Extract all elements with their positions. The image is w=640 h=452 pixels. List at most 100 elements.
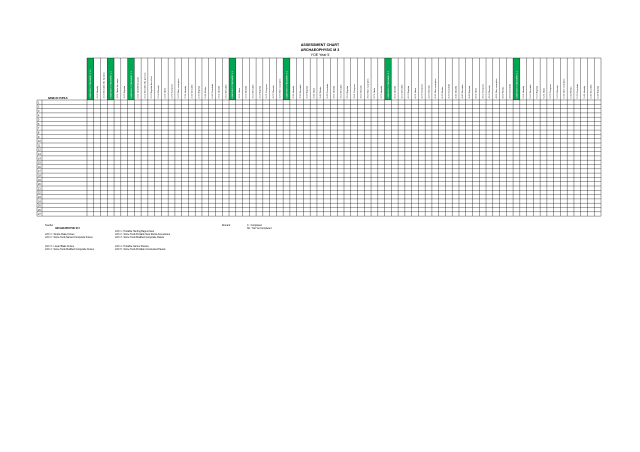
column-header-label: 2.2.3 Give examples bbox=[178, 78, 180, 99]
column-header-label: 2.5.2 Describe bbox=[224, 84, 227, 99]
column-header-label: 4.5.3 Classify bbox=[489, 84, 491, 98]
column-header-label: 2.3.3 Explain bbox=[198, 85, 200, 98]
row-number: 13 bbox=[38, 153, 41, 156]
row-number: 21 bbox=[38, 187, 41, 190]
column-header-label: 3.7.2 Identify bbox=[380, 85, 383, 98]
column-header-label: LEARNING STANDARD 3.1 bbox=[231, 70, 234, 98]
legend-mid-3: LOC 3 : Stone Tools Modified Composite P… bbox=[115, 237, 165, 239]
column-header-label: 2.3.2 Describe bbox=[191, 84, 194, 99]
column-header-label: 2.4.2 Conclude bbox=[212, 83, 214, 98]
legend-mid-5: LOC 5 : Stone Tools Portable Constructed… bbox=[115, 249, 166, 251]
column-header-label: 3.1.3 Describe bbox=[251, 84, 254, 99]
column-header-label: 2.2.2 Compare bbox=[170, 83, 173, 98]
column-header-label: 5.1.2 Describe bbox=[529, 84, 532, 99]
column-header-label: 3.5.3 Explain bbox=[347, 85, 349, 98]
column-header-label: LEARNING STANDARD 5.1 bbox=[515, 70, 518, 98]
column-header-label: 4.3.3 Conclude bbox=[449, 83, 451, 98]
column-header-label: 3.6.2 Classify bbox=[361, 84, 363, 98]
column-header-label: 5.1.1 Identify bbox=[522, 85, 525, 98]
row-number: 14 bbox=[38, 157, 41, 160]
row-number: 24 bbox=[38, 200, 41, 203]
column-header-label: 4.3.2 Relate bbox=[441, 86, 444, 99]
row-number: 18 bbox=[38, 175, 41, 178]
column-header-label: 3.3.3 Explain bbox=[307, 85, 309, 98]
row-number: 12 bbox=[38, 149, 41, 152]
column-header-label: 5.4.2 Describe bbox=[590, 84, 593, 99]
legend-left-3: LOC 3 : Linear Blade Knives bbox=[45, 246, 74, 248]
row-number: 2 bbox=[38, 106, 40, 109]
column-header-label: 4.1.2 Describe bbox=[400, 84, 403, 99]
header-highlight-cell bbox=[513, 58, 520, 100]
column-header-label: 5.4.1 Identify bbox=[583, 85, 586, 98]
column-header-label: 3.2.3 Give examples bbox=[280, 78, 282, 99]
row-number: 6 bbox=[38, 123, 40, 126]
column-header-label: LEARNING STANDARD 2.1 bbox=[130, 70, 133, 98]
header-highlight-cell bbox=[87, 58, 94, 100]
row-number: 22 bbox=[38, 192, 41, 195]
column-header-label: 2.1.4 Classify bbox=[158, 84, 160, 98]
column-header-label: 4.4.1 Identify bbox=[454, 85, 457, 98]
column-header-label: 5.3.3 Conclude bbox=[577, 83, 579, 98]
column-header-label: 4.2.2 Compare bbox=[421, 83, 424, 98]
column-header-label: 2.5.1 Identify bbox=[218, 85, 221, 98]
column-header-label: 3.6.1 Compare bbox=[353, 83, 356, 98]
column-header-label: 3.5.2 Describe bbox=[339, 84, 342, 99]
grid-lines bbox=[36, 57, 602, 217]
column-header-label: 3.2.2 Classify bbox=[273, 84, 275, 98]
chart-subtitle-2: YOE Year 5 bbox=[310, 53, 330, 57]
legend-left-1: LOC 1 : Simple Flake Knives bbox=[45, 234, 75, 236]
column-header-label: 2.1.1 Identify the parts bbox=[137, 76, 140, 99]
column-header-label: 3.4.2 Relate bbox=[319, 86, 322, 99]
column-header-label: 2.4.1 Relate bbox=[204, 86, 207, 99]
column-header-label: 4.5.1 State bbox=[475, 87, 478, 98]
column-header-label: 4.6.1 Give examples bbox=[496, 78, 498, 99]
row-number: 1 bbox=[38, 101, 40, 104]
row-number: 5 bbox=[38, 119, 40, 122]
column-header-label: 1.1.2 Identify bbox=[96, 85, 99, 98]
column-header-label: 3.4.1 State bbox=[312, 87, 315, 98]
column-header-label: 5.3.1 Give examples bbox=[564, 78, 566, 99]
header-highlight-cell bbox=[127, 58, 135, 100]
header-highlight-cell bbox=[107, 58, 115, 100]
column-header-label: 1.2.1 State the ways bbox=[116, 78, 119, 99]
row-number: 15 bbox=[38, 162, 41, 165]
column-header-label: 5.4.3 Explain bbox=[597, 85, 599, 98]
column-header-label: 3.3.2 Describe bbox=[299, 84, 302, 99]
column-header-label: 5.2.1 State bbox=[542, 87, 545, 98]
column-header-label: 3.6.3 Give examples bbox=[367, 78, 369, 99]
remark-label: Remark : bbox=[222, 225, 232, 227]
column-header-label: 4.2.3 Classify bbox=[428, 84, 430, 98]
chart-title: ASSESSMENT CHART bbox=[300, 43, 340, 47]
column-header-label: 2.1.3 Explain the effect bbox=[150, 76, 153, 99]
column-header-label: 3.1.2 Identify bbox=[245, 85, 248, 98]
column-header-label: 3.3.1 Identify bbox=[292, 85, 295, 98]
column-header-label: 2.3.1 Identify bbox=[184, 85, 187, 98]
row-number: 25 bbox=[38, 205, 41, 208]
row-number: 20 bbox=[38, 183, 41, 186]
header-highlight-cell bbox=[283, 58, 290, 100]
column-header-label: 4.6.3 Conclude bbox=[509, 83, 511, 98]
row-number: 7 bbox=[38, 127, 40, 130]
archaeophysic-label: ARCHAEOPHYSIC M 3 bbox=[55, 228, 80, 230]
header-highlight-cell bbox=[229, 58, 236, 100]
column-header-label: 4.3.1 Give examples bbox=[435, 78, 437, 99]
column-header-label: 3.1.4 Explain bbox=[259, 85, 261, 98]
remark-line-2: NC : Not Yet Completed bbox=[247, 228, 272, 230]
column-header-label: 4.4.3 Explain bbox=[469, 85, 471, 98]
column-header-label: 3.4.3 Conclude bbox=[327, 83, 329, 98]
column-header-label: 4.4.2 Describe bbox=[461, 84, 464, 99]
row-number: 3 bbox=[38, 110, 40, 113]
column-header-label: 4.2.1 State bbox=[414, 87, 417, 98]
legend-left-4: LOC 4 : Stone Tools Modified Composite K… bbox=[45, 249, 94, 251]
row-number: 9 bbox=[38, 136, 40, 139]
legend-left-2: LOC 2 : Stone Tools Named Composite Kniv… bbox=[45, 237, 93, 239]
column-header-label: 4.1.3 Explain bbox=[408, 85, 410, 98]
column-header-label: LEARNING STANDARD 1.2 bbox=[109, 70, 112, 98]
row-number: 10 bbox=[38, 140, 41, 143]
row-number: 27 bbox=[38, 213, 41, 216]
legend-mid-4: LOC 4 : Portable Canine Shelves bbox=[115, 246, 149, 248]
column-header-label: 3.7.1 State bbox=[373, 87, 376, 98]
column-header-label: 5.3.2 Relate bbox=[569, 86, 572, 99]
column-header-label: 5.1.3 Explain bbox=[537, 85, 539, 98]
